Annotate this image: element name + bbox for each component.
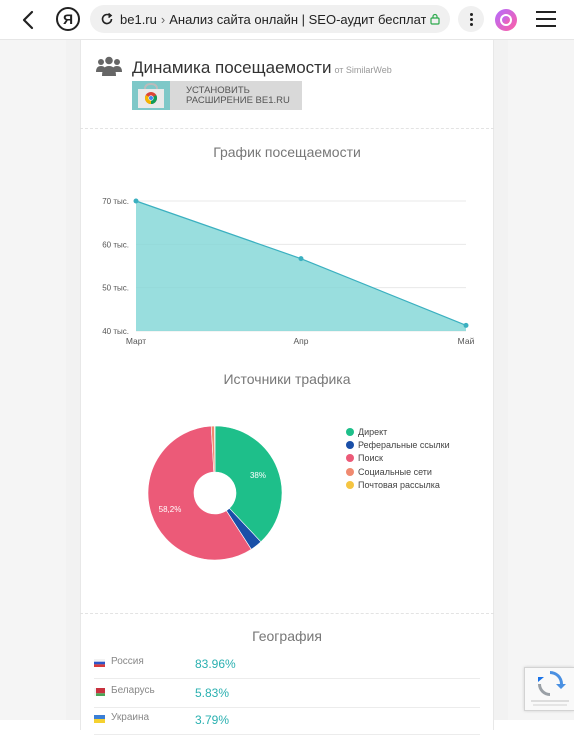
sources-legend: Директ Реферальные ссылки Поиск Социальные … [346,425,450,492]
page-title: Анализ сайта онлайн | SEO-аудит бесплатн… [169,12,426,27]
chevron-left-icon [21,10,35,30]
legend-item[interactable]: Социальные сети [346,465,450,478]
menu-button[interactable] [536,11,556,27]
traffic-chart-title: График посещаемости [80,144,494,160]
url-host: be1.ru [120,12,157,27]
legend-label: Поиск [358,453,383,463]
geo-percent: 3.79% [195,713,229,727]
legend-item[interactable]: Почтовая рассылка [346,479,450,492]
traffic-area-chart: 70 тыс. 60 тыс. 50 тыс. 40 тыс.Март Апр Май [96,188,480,353]
legend-label: Социальные сети [358,467,432,477]
webstore-bag-icon [132,81,170,110]
legend-swatch [346,468,354,476]
geo-row-ukraine: Украина 3.79% [94,711,480,735]
data-point[interactable] [464,323,469,328]
browser-toolbar: Я be1.ru › Анализ сайта онлайн | SEO-ауд… [0,0,574,40]
geo-country: Украина [111,712,149,723]
legend-item[interactable]: Поиск [346,452,450,465]
data-point[interactable] [134,199,139,204]
y-tick-label: 50 тыс. [102,284,129,293]
divider [80,613,494,614]
more-options-button[interactable] [458,6,484,32]
install-extension-line2: РАСШИРЕНИЕ BE1.RU [186,96,290,106]
yandex-home-button[interactable]: Я [56,7,80,31]
recaptcha-logo-icon [525,668,574,712]
chrome-webstore-icon [132,81,170,110]
geo-percent: 5.83% [195,686,229,700]
address-bar[interactable]: be1.ru › Анализ сайта онлайн | SEO-аудит… [90,5,450,33]
data-source-label: от SimilarWeb [334,65,391,75]
reload-icon[interactable] [100,12,114,26]
slice-label-direct: 38% [250,471,266,480]
geography-title: География [80,628,494,644]
y-tick-label: 40 тыс. [102,327,129,336]
x-tick-label: Май [458,336,475,346]
x-tick-label: Март [126,336,146,346]
users-group-icon [96,56,122,78]
geo-country: Россия [111,656,144,667]
sources-chart-title: Источники трафика [80,371,494,387]
flag-ukraine-icon [94,715,105,723]
alice-icon [494,8,518,32]
legend-label: Реферальные ссылки [358,440,450,450]
legend-swatch [346,441,354,449]
legend-label: Директ [358,427,387,437]
legend-swatch [346,428,354,436]
recaptcha-badge[interactable] [524,667,574,711]
legend-item[interactable]: Реферальные ссылки [346,438,450,451]
traffic-sources-donut-chart: 38% 58,2% [140,420,290,570]
flag-russia-icon [94,659,105,667]
x-tick-label: Апр [294,336,309,346]
install-extension-banner[interactable]: УСТАНОВИТЬ РАСШИРЕНИЕ BE1.RU [132,81,302,110]
geo-country: Беларусь [111,685,155,696]
legend-swatch [346,481,354,489]
divider [80,128,494,129]
install-extension-text: УСТАНОВИТЬ РАСШИРЕНИЕ BE1.RU [170,86,290,106]
section-title-text: Динамика посещаемости [132,58,331,77]
data-point[interactable] [299,256,304,261]
legend-item[interactable]: Директ [346,425,450,438]
yandex-logo-icon: Я [63,11,73,27]
lock-icon[interactable] [430,13,440,25]
install-extension-line1: УСТАНОВИТЬ [186,86,290,96]
url-separator: › [161,12,165,27]
geo-row-russia: Россия 83.96% [94,655,480,679]
legend-swatch [346,454,354,462]
legend-label: Почтовая рассылка [358,480,440,490]
y-tick-label: 60 тыс. [102,240,129,249]
alice-button[interactable] [494,8,518,32]
geo-percent: 83.96% [195,657,236,671]
y-tick-label: 70 тыс. [102,197,129,206]
flag-belarus-icon [94,688,105,696]
area-series [136,201,466,331]
geo-row-belarus: Беларусь 5.83% [94,684,480,708]
slice-label-search: 58,2% [159,505,182,514]
back-button[interactable] [16,8,40,32]
